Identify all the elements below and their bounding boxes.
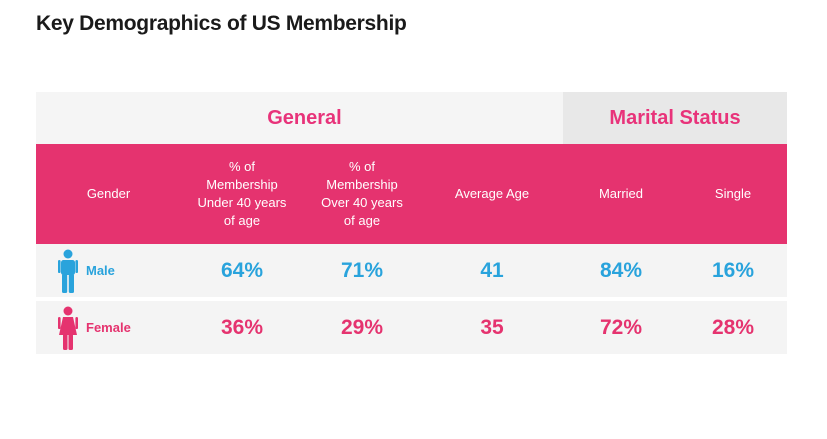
value-under-40: 36% (220, 315, 264, 339)
table-row-male: Male 64% 71% 41 84% 16% (36, 244, 787, 297)
group-marital-status-heading: Marital Status (563, 92, 787, 144)
male-person-icon (58, 249, 78, 293)
female-person-icon (58, 306, 78, 350)
value-under-40: 64% (220, 258, 264, 282)
value-average-age: 35 (480, 315, 504, 339)
column-header-row: Gender % of Membership Under 40 years of… (36, 144, 787, 244)
value-single: 28% (711, 315, 755, 339)
group-header-row: General Marital Status (36, 92, 787, 144)
group-general-heading: General (36, 92, 563, 144)
gender-label: Male (86, 263, 115, 278)
value-married: 72% (599, 315, 643, 339)
column-header-over-40: % of Membership Over 40 years of age (321, 159, 403, 228)
demographics-table: General Marital Status Gender % of Membe… (36, 92, 787, 354)
value-over-40: 71% (340, 258, 384, 282)
value-married: 84% (599, 258, 643, 282)
column-header-average-age: Average Age (454, 186, 530, 201)
table-row-female: Female 36% 29% 35 72% 28% (36, 301, 787, 354)
column-header-under-40: % of Membership Under 40 years of age (197, 159, 287, 228)
page-title: Key Demographics of US Membership (36, 12, 407, 35)
column-header-single: Single (714, 186, 752, 201)
gender-cell: Female (36, 301, 181, 354)
value-single: 16% (711, 258, 755, 282)
gender-label: Female (86, 320, 131, 335)
column-header-gender: Gender (86, 186, 131, 201)
gender-cell: Male (36, 244, 181, 297)
value-over-40: 29% (340, 315, 384, 339)
value-average-age: 41 (480, 258, 504, 282)
column-header-married: Married (598, 186, 644, 201)
